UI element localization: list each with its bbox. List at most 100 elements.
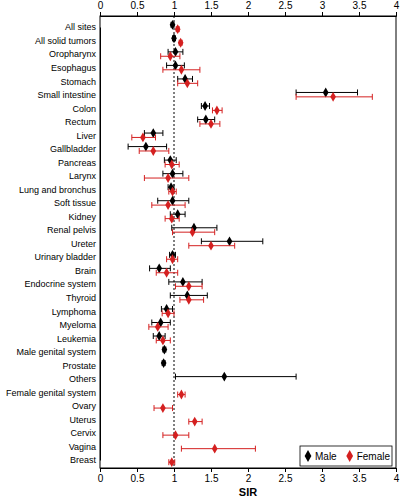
error-bar-cap [149,265,150,271]
category-label: Urinary bladder [34,252,96,262]
point [160,403,166,413]
category-label: Brain [75,266,96,276]
category-label: Esophagus [51,63,97,73]
point [180,277,186,287]
tick: 1.5 [205,468,219,484]
error-bar-cap [166,256,167,262]
tick: Soft tissue [54,198,100,208]
point [192,417,198,427]
category-label: Larynx [69,171,97,181]
tick: Cervix [70,428,100,438]
legend-label: Female [357,451,391,462]
tick: 3.5 [353,0,367,16]
error-bar-cap [202,283,203,289]
error-bar-cap [177,392,178,398]
category-label: Lung and bronchus [19,185,97,195]
tick-label: 0 [98,0,104,11]
error-bar-cap [192,76,193,82]
error-bar-cap [176,189,177,195]
x-axis-bottom: 00.511.522.533.54 [98,468,400,484]
tick: Leukemia [57,334,100,344]
error-bar-cap [296,374,297,380]
tick-label: 4 [394,0,400,11]
point [186,281,192,291]
error-bar-cap [170,292,171,298]
tick-mark [137,468,138,472]
tick: 4 [394,468,400,484]
category-label: Leukemia [57,334,96,344]
error-bar-cap [154,405,155,411]
reference-line [174,16,175,468]
tick: 1.5 [205,0,219,16]
tick: 4 [394,0,400,16]
series-male [128,20,357,382]
tick: 3.5 [353,468,367,484]
category-label: Prostate [62,361,96,371]
y-axis: All sitesAll solid tumorsOropharynxEsoph… [6,22,101,465]
error-bar-line [175,376,296,377]
legend-box [300,446,392,466]
error-bar-cap [214,117,215,123]
tick: Stomach [60,77,100,87]
error-bar-cap [199,121,200,127]
tick: 3 [320,468,326,484]
error-bar-cap [182,49,183,55]
error-bar-cap [168,324,169,330]
plot-frame [100,16,396,468]
error-bar-cap [165,162,166,168]
point [165,173,171,183]
point [175,209,181,219]
point [179,65,185,75]
category-label: All sites [65,22,97,32]
tick: 2 [246,0,252,16]
tick-label: 2.5 [279,0,293,11]
error-bar-cap [128,144,129,150]
tick-label: 2.5 [279,473,293,484]
error-bar-cap [165,216,166,222]
point [173,430,179,440]
error-bar-cap [157,198,158,204]
chart: 00.511.522.533.5400.511.522.533.54All si… [0,0,404,500]
point [323,88,329,98]
tick: Brain [75,266,100,276]
category-label: Vagina [69,442,96,452]
tick: 2 [246,468,252,484]
axis-title: SIR [239,486,257,498]
error-bar-cap [170,265,171,271]
error-bar-cap [179,297,180,303]
tick-mark [396,468,397,472]
tick-label: 0 [98,473,104,484]
tick-label: 3.5 [353,0,367,11]
error-bar-cap [168,49,169,55]
error-bar-cap [176,157,177,163]
error-bar-cap [207,292,208,298]
tick-mark [211,468,212,472]
legend-symbol [305,450,312,462]
error-bar-cap [172,229,173,235]
error-bar [175,374,296,380]
tick: Vagina [69,442,100,452]
error-bar-cap [144,175,145,181]
error-bar-cap [172,405,173,411]
error-bar-cap [153,333,154,339]
error-bar-cap [197,80,198,86]
tick: Others [69,374,100,384]
error-bar-cap [372,94,373,100]
tick: Liver [76,131,100,141]
point [212,444,218,454]
tick-mark [396,12,397,16]
tick: Small intestine [37,90,100,100]
point [161,358,167,368]
tick-label: 3 [320,0,326,11]
error-bar-cap [179,216,180,222]
tick-label: 2 [246,473,252,484]
point [179,390,185,400]
point [170,187,176,197]
point [150,146,156,156]
point [227,236,233,246]
point [170,254,176,264]
category-label: Ureter [71,239,96,249]
point [169,214,175,224]
category-label: Ovary [72,401,97,411]
tick: 2.5 [279,0,293,16]
